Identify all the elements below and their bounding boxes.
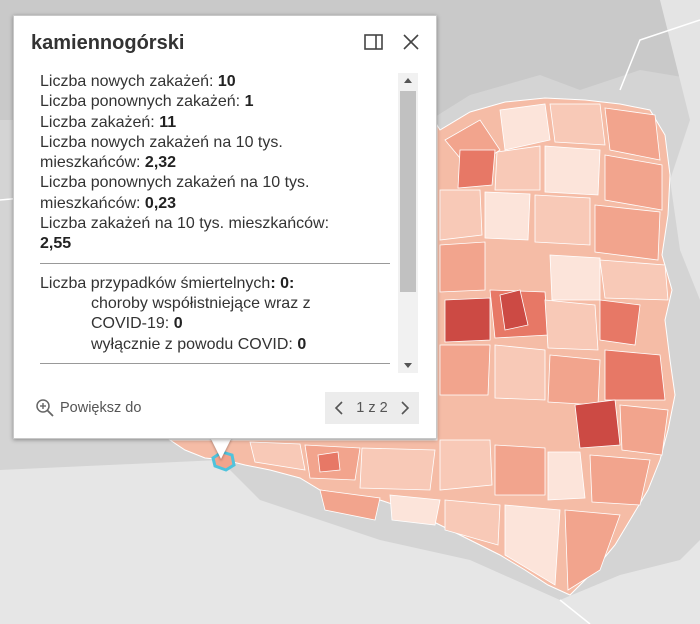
deaths-value: : 0: <box>270 274 295 292</box>
chevron-left-icon <box>334 401 343 415</box>
total-cases-row: Liczba zakażeń: 11 <box>40 113 392 133</box>
dock-icon <box>364 34 383 50</box>
deaths-comorbid-value: 0 <box>173 315 183 333</box>
popup-pointer <box>210 437 232 459</box>
repeat-cases-value: 1 <box>244 93 254 111</box>
new-per10k-label-1: Liczba nowych zakażeń na 10 tys. <box>40 133 283 151</box>
scroll-thumb[interactable] <box>400 91 416 292</box>
popup-footer: Powiększ do 1 z 2 <box>14 386 438 436</box>
repeat-per10k-row: Liczba ponownych zakażeń na 10 tys. miesz… <box>40 173 392 214</box>
deaths-covid-only-label: wyłącznie z powodu COVID: <box>91 335 298 353</box>
dock-button[interactable] <box>363 31 385 53</box>
southern-neighbors <box>0 460 700 624</box>
feature-pager: 1 z 2 <box>325 392 419 424</box>
total-per10k-row: Liczba zakażeń na 10 tys. mieszkańców: 2,… <box>40 214 392 255</box>
repeat-per10k-label-2: mieszkańców: <box>40 194 145 212</box>
total-cases-value: 11 <box>159 113 177 131</box>
deaths-row: Liczba przypadków śmiertelnych: 0: <box>40 274 392 294</box>
deaths-covid-only-value: 0 <box>297 335 307 353</box>
eastern-neighbors <box>660 0 700 300</box>
popup-title: kamiennogórski <box>31 32 185 54</box>
new-per10k-row: Liczba nowych zakażeń na 10 tys. mieszkań… <box>40 133 392 174</box>
info-popup: kamiennogórski Liczba nowych zakażeń: 10… <box>13 15 437 439</box>
new-cases-label: Liczba nowych zakażeń: <box>40 73 218 90</box>
chevron-right-icon <box>401 401 410 415</box>
deaths-comorbid-label-2: COVID-19: <box>91 315 174 333</box>
zoom-to-button[interactable]: Powiększ do <box>35 397 141 419</box>
deaths-covid-only-row: wyłącznie z powodu COVID: 0 <box>40 335 392 355</box>
zoom-in-icon <box>36 399 54 417</box>
zoom-to-label: Powiększ do <box>60 400 142 416</box>
caret-down-icon <box>404 363 412 368</box>
scroll-down-button[interactable] <box>398 359 418 373</box>
repeat-cases-row: Liczba ponownych zakażeń: 1 <box>40 92 392 112</box>
new-per10k-value: 2,32 <box>144 154 177 172</box>
new-cases-value: 10 <box>217 73 236 90</box>
next-feature-button[interactable] <box>397 398 413 418</box>
content-scrollbar[interactable] <box>398 73 418 373</box>
close-button[interactable] <box>400 31 422 53</box>
scroll-up-button[interactable] <box>398 73 418 87</box>
repeat-per10k-label-1: Liczba ponownych zakażeń na 10 tys. <box>40 174 310 192</box>
new-per10k-label-2: mieszkańców: <box>40 154 145 172</box>
total-per10k-label: Liczba zakażeń na 10 tys. mieszkańców: <box>40 215 330 233</box>
repeat-per10k-value: 0,23 <box>144 194 177 212</box>
total-cases-label: Liczba zakażeń: <box>40 113 160 131</box>
county-polygons[interactable] <box>249 103 669 591</box>
popup-content: Liczba nowych zakażeń: 10 Liczba ponowny… <box>40 72 392 372</box>
deaths-comorbid-label-1: choroby współistniejące wraz z <box>91 294 311 312</box>
new-cases-row: Liczba nowych zakażeń: 10 <box>40 72 392 92</box>
deaths-label: Liczba przypadków śmiertelnych <box>40 274 271 292</box>
pager-text: 1 z 2 <box>356 400 388 416</box>
divider <box>40 262 390 264</box>
close-icon <box>403 34 419 50</box>
divider-bottom <box>40 362 390 364</box>
repeat-cases-label: Liczba ponownych zakażeń: <box>40 93 245 111</box>
previous-feature-button[interactable] <box>331 398 347 418</box>
caret-up-icon <box>404 78 412 83</box>
deaths-comorbid-row: choroby współistniejące wraz z COVID-19: … <box>40 294 392 335</box>
total-per10k-value: 2,55 <box>40 235 72 253</box>
